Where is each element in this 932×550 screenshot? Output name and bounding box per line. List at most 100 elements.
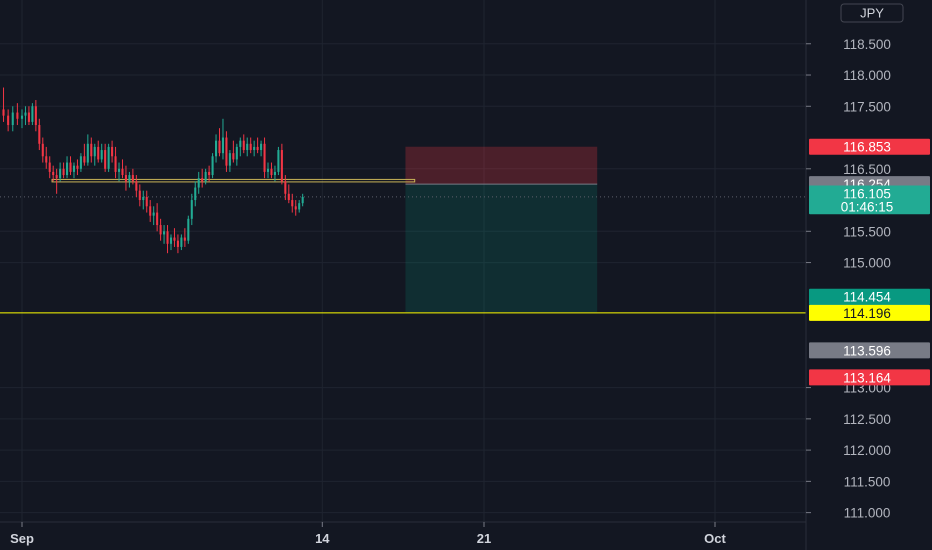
- candle: [225, 131, 228, 172]
- candle-body: [253, 146, 256, 151]
- candle-body: [280, 150, 283, 182]
- candle-body: [59, 168, 62, 179]
- candle-body: [232, 153, 235, 160]
- candle-body: [41, 143, 44, 157]
- candle: [55, 168, 58, 194]
- candle-body: [218, 140, 221, 154]
- y-tick-label: 115.500: [843, 224, 891, 239]
- price-label: 114.454: [809, 288, 930, 305]
- candle: [284, 175, 287, 201]
- candle-body: [256, 146, 259, 151]
- candle: [142, 190, 145, 210]
- price-label: 114.196: [809, 304, 930, 321]
- candle: [83, 143, 86, 166]
- price-label: 116.853: [809, 138, 930, 155]
- stop-loss-zone[interactable]: [405, 146, 598, 185]
- candle-body: [97, 146, 100, 160]
- candle-body: [107, 146, 110, 169]
- candle: [114, 146, 117, 179]
- candle-body: [215, 140, 218, 157]
- candle: [253, 140, 256, 157]
- candle-body: [221, 137, 225, 154]
- price-label-text: 01:46:15: [841, 199, 894, 214]
- candle: [93, 143, 96, 166]
- candle-body: [76, 165, 79, 169]
- candle: [298, 200, 301, 213]
- candle-body: [228, 153, 231, 166]
- candle: [11, 106, 14, 132]
- candle-body: [180, 237, 183, 247]
- y-tick-label: 117.500: [843, 99, 891, 114]
- candle-body: [159, 225, 162, 235]
- candle-body: [100, 150, 103, 160]
- candle-body: [52, 171, 55, 176]
- support-rectangle[interactable]: [51, 178, 416, 183]
- candle-body: [204, 171, 207, 182]
- candle: [280, 143, 283, 185]
- candle: [270, 162, 273, 179]
- candle: [301, 193, 304, 207]
- candle-body: [121, 168, 124, 176]
- price-label: 113.164: [809, 369, 930, 386]
- candle: [159, 218, 162, 241]
- candle: [218, 128, 221, 157]
- candle: [52, 165, 55, 182]
- candle-body: [83, 156, 86, 163]
- candle-body: [211, 156, 214, 176]
- candle: [266, 162, 270, 179]
- candle: [45, 146, 48, 169]
- candle: [277, 146, 280, 176]
- candle-body: [173, 237, 176, 241]
- candle: [100, 143, 103, 163]
- price-labels: 116.853116.254116.10501:46:15114.454114.…: [809, 138, 930, 386]
- candle-body: [239, 140, 242, 147]
- candle: [20, 109, 24, 129]
- candle: [72, 162, 76, 179]
- candle: [124, 165, 127, 191]
- candle-body: [169, 237, 173, 244]
- take-profit-zone[interactable]: [405, 184, 598, 313]
- candle-body: [201, 178, 204, 182]
- candle-body: [24, 112, 27, 116]
- candle-body: [7, 115, 10, 126]
- price-axis[interactable]: 118.500 118.000 117.500 116.500 115.500 115.0…: [805, 0, 891, 550]
- y-tick-label: 118.500: [843, 37, 891, 52]
- candle: [228, 150, 231, 172]
- drawing-tools[interactable]: [0, 146, 806, 314]
- candle-body: [163, 231, 166, 235]
- candle: [27, 106, 30, 126]
- candle: [79, 153, 82, 172]
- currency-button[interactable]: JPY: [840, 3, 904, 23]
- candle: [187, 215, 190, 244]
- candle-body: [62, 168, 65, 176]
- price-label-text: 113.164: [843, 370, 891, 385]
- candle: [294, 200, 297, 216]
- candle: [176, 234, 179, 254]
- candle: [86, 134, 89, 166]
- candle: [197, 171, 200, 194]
- candle: [156, 203, 159, 232]
- candle: [169, 234, 173, 251]
- candle: [121, 159, 124, 179]
- price-label-text: 114.454: [843, 290, 891, 305]
- candle: [211, 153, 214, 179]
- time-axis[interactable]: Sep 14 21 Oct: [0, 521, 806, 546]
- candle-body: [208, 171, 211, 176]
- price-label-text: 113.596: [843, 343, 891, 358]
- candle: [107, 143, 110, 172]
- candle-body: [242, 140, 245, 151]
- candle-body: [114, 156, 117, 172]
- candle: [215, 134, 218, 163]
- candle-body: [187, 218, 190, 241]
- grid-lines: [0, 0, 806, 522]
- candle-body: [266, 168, 270, 172]
- candle: [263, 137, 266, 179]
- price-label-bg: [809, 185, 930, 202]
- x-tick-label: 21: [477, 531, 491, 546]
- candle: [246, 137, 249, 157]
- candle-body: [104, 150, 107, 169]
- candle-body: [128, 175, 131, 182]
- price-label-bg: [809, 369, 930, 386]
- candle: [104, 143, 107, 172]
